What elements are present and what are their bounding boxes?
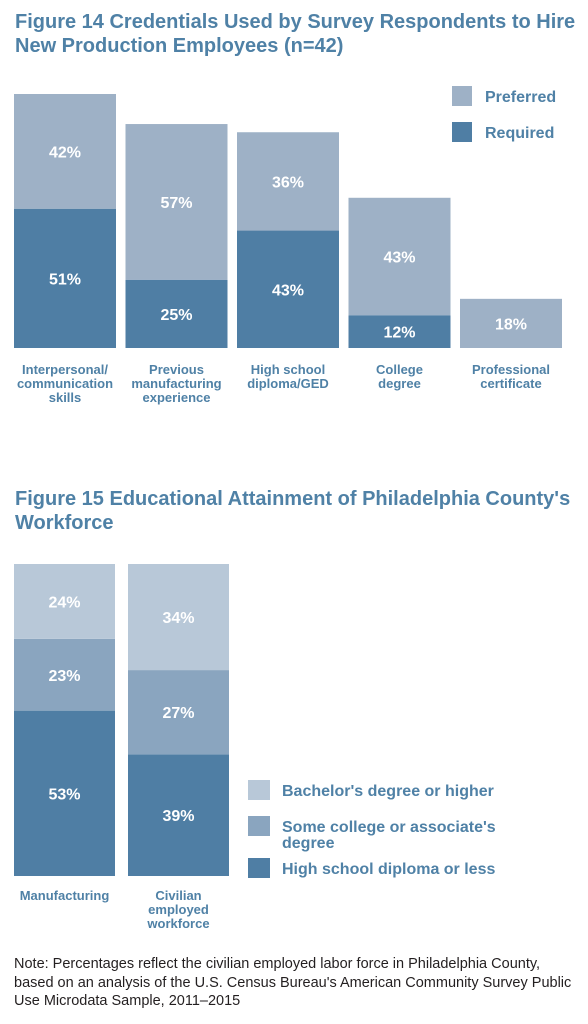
legend-label-required: Required: [485, 125, 554, 142]
category-label-1: manufacturing: [131, 376, 221, 391]
bar-preferred-3: [348, 197, 451, 316]
category-label-0: skills: [49, 390, 82, 405]
bar-series1-1: [128, 670, 229, 755]
figure-15-chart: 53% 23% 24% Manufacturing 39% 27% 34% Civiliane…: [14, 564, 496, 931]
bar-series0-0: [14, 710, 115, 876]
category-label-1: employed: [148, 902, 209, 917]
category-label-0: communication: [17, 376, 113, 391]
data-label-series2-1: 34%: [162, 610, 194, 627]
bar-required-0: [14, 208, 116, 348]
legend-swatch-1: [248, 816, 270, 836]
category-label-2: diploma/GED: [247, 376, 329, 391]
data-label-preferred-4: 18%: [495, 316, 527, 333]
figure-14-title: Figure 14 Credentials Used by Survey Res…: [15, 11, 576, 57]
legend-label-1: Some college or associate's: [282, 819, 496, 836]
bar-preferred-4: [460, 298, 562, 348]
bar-required-3: [348, 315, 451, 348]
bar-preferred-0: [14, 94, 116, 209]
data-label-series0-1: 39%: [162, 808, 194, 825]
category-label-3: College: [376, 362, 423, 377]
bar-series0-1: [128, 754, 229, 876]
category-label-0: Manufacturing: [20, 888, 110, 903]
bar-preferred-2: [237, 132, 339, 231]
bar-series2-1: [128, 564, 229, 671]
category-label-4: certificate: [480, 376, 541, 391]
data-label-preferred-3: 43%: [383, 250, 415, 267]
category-label-1: workforce: [146, 916, 209, 931]
figure-15-title: Figure 15 Educational Attainment of Phil…: [15, 488, 571, 534]
data-label-series0-0: 53%: [48, 786, 80, 803]
category-label-2: High school: [251, 362, 325, 377]
legend-swatch-0: [248, 780, 270, 800]
legend-swatch-preferred: [452, 86, 472, 106]
data-label-series1-0: 23%: [48, 668, 80, 685]
bar-series1-0: [14, 638, 115, 711]
data-label-preferred-0: 42%: [49, 144, 81, 161]
data-label-series1-1: 27%: [162, 705, 194, 722]
bar-preferred-1: [125, 124, 228, 280]
category-label-1: experience: [143, 390, 211, 405]
source-note: Note: Percentages reflect the civilian e…: [14, 956, 572, 1009]
data-label-required-1: 25%: [160, 307, 192, 324]
category-label-1: Previous: [149, 362, 204, 377]
data-label-required-2: 43%: [272, 282, 304, 299]
category-label-0: Interpersonal/: [22, 362, 108, 377]
category-label-1: Civilian: [155, 888, 201, 903]
bar-required-2: [237, 230, 339, 348]
data-label-series2-0: 24%: [48, 594, 80, 611]
legend-label-1: degree: [282, 835, 335, 852]
legend-swatch-2: [248, 858, 270, 878]
legend-label-2: High school diploma or less: [282, 861, 495, 878]
category-label-3: degree: [378, 376, 421, 391]
legend-swatch-required: [452, 122, 472, 142]
data-label-required-3: 12%: [383, 325, 415, 342]
data-label-preferred-2: 36%: [272, 174, 304, 191]
category-label-4: Professional: [472, 362, 550, 377]
bar-required-1: [125, 279, 228, 348]
data-label-required-0: 51%: [49, 271, 81, 288]
bar-series2-0: [14, 564, 115, 639]
data-label-preferred-1: 57%: [160, 195, 192, 212]
legend-label-preferred: Preferred: [485, 89, 556, 106]
legend-label-0: Bachelor's degree or higher: [282, 783, 494, 800]
